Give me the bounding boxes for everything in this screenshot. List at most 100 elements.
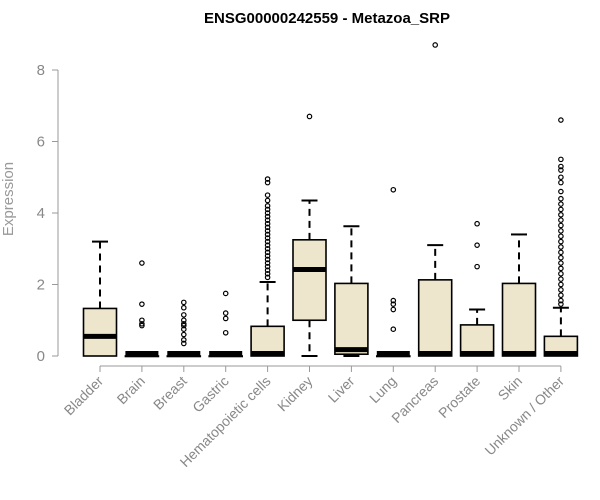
outlier-point [390,301,397,307]
box-rect [292,239,327,322]
outlier-point [222,315,229,322]
outlier-point [264,179,271,186]
x-tick-label: Lung [366,373,399,406]
outlier-point [558,167,564,173]
outlier-point [474,263,480,270]
outlier-point [558,156,564,163]
box-group [124,260,160,358]
outlier-point [222,310,229,316]
outlier-point [264,206,271,213]
outlier-point [558,117,564,123]
outlier-point [264,263,271,270]
box-group [166,299,202,358]
outlier-point [558,301,564,307]
outlier-point [139,301,145,307]
outlier-point [264,228,271,234]
outlier-point [558,174,564,181]
outlier-point [264,220,271,227]
outlier-point [139,321,145,327]
box-group [334,225,369,357]
outlier-point [264,231,271,238]
outlier-point [264,203,271,209]
box-group [292,113,327,357]
outlier-point [432,42,439,48]
x-tick-label: Pancreas [388,373,441,426]
x-tick-label: Kidney [274,373,316,415]
outlier-point [558,206,564,213]
box-group [459,220,495,357]
outlier-point [474,220,480,227]
outlier-point [264,256,271,263]
outlier-point [139,322,145,329]
outlier-point [264,270,271,277]
box-rect [375,355,411,358]
outlier-point [558,188,564,195]
box-rect [208,355,243,358]
x-tick-label: Breast [150,373,190,413]
outlier-point [181,340,187,347]
outlier-point [474,242,480,248]
outlier-point [558,287,564,293]
outlier-point [264,267,271,274]
outlier-point [264,213,271,220]
y-tick-label: 0 [37,348,45,365]
outlier-point [264,192,271,198]
outlier-point [558,265,564,272]
outlier-point [558,179,564,186]
chart-title: ENSG00000242559 - Metazoa_SRP [204,10,450,27]
y-axis-label: Expression [0,162,17,236]
box-group [501,233,537,357]
outlier-point [264,253,271,259]
box-rect [166,355,202,358]
outlier-point [264,235,271,241]
outlier-point [181,312,187,318]
outlier-point [139,260,145,266]
outlier-point [558,238,564,245]
outlier-point [264,249,271,256]
outlier-point [181,337,187,343]
outlier-point [264,238,271,245]
box-group [417,42,453,357]
outlier-point [558,292,564,299]
x-tick-label: Liver [325,373,358,406]
outlier-point [222,290,229,297]
outlier-point [181,331,187,338]
outlier-point [264,176,271,182]
outlier-point [390,297,397,304]
x-tick-label: Unknown / Other [481,373,567,459]
box-rect [501,282,537,357]
x-tick-label: Prostate [435,373,483,421]
outlier-point [264,197,271,204]
box-series [82,42,579,358]
box-group [250,176,285,357]
outlier-point [264,260,271,266]
outlier-point [181,317,187,324]
outlier-point [390,326,397,332]
box-rect [417,279,453,357]
box-group [208,290,243,358]
outlier-point [181,299,187,306]
outlier-point [558,270,564,277]
outlier-point [181,326,187,332]
box-rect [334,282,369,356]
outlier-point [181,304,187,311]
outlier-point [222,329,229,336]
outlier-point [264,217,271,223]
outlier-point [390,306,397,313]
outlier-point [181,321,187,327]
outlier-point [558,244,564,250]
outlier-point [306,113,313,120]
outlier-point [264,274,271,281]
outlier-point [558,228,564,234]
outlier-point [264,210,271,216]
y-tick-label: 6 [37,134,45,151]
box-rect [124,355,160,358]
box-group [82,240,118,357]
outlier-point [558,233,564,240]
y-tick-label: 8 [37,62,45,79]
outlier-point [558,211,564,218]
outlier-point [558,201,564,207]
box-rect [82,307,118,357]
